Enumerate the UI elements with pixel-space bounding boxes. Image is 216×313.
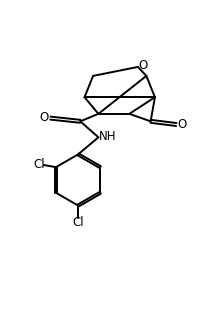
Text: NH: NH (99, 130, 117, 143)
Text: O: O (39, 110, 49, 124)
Text: O: O (178, 118, 187, 131)
Text: Cl: Cl (34, 158, 45, 171)
Text: O: O (138, 59, 148, 72)
Text: Cl: Cl (72, 216, 84, 229)
